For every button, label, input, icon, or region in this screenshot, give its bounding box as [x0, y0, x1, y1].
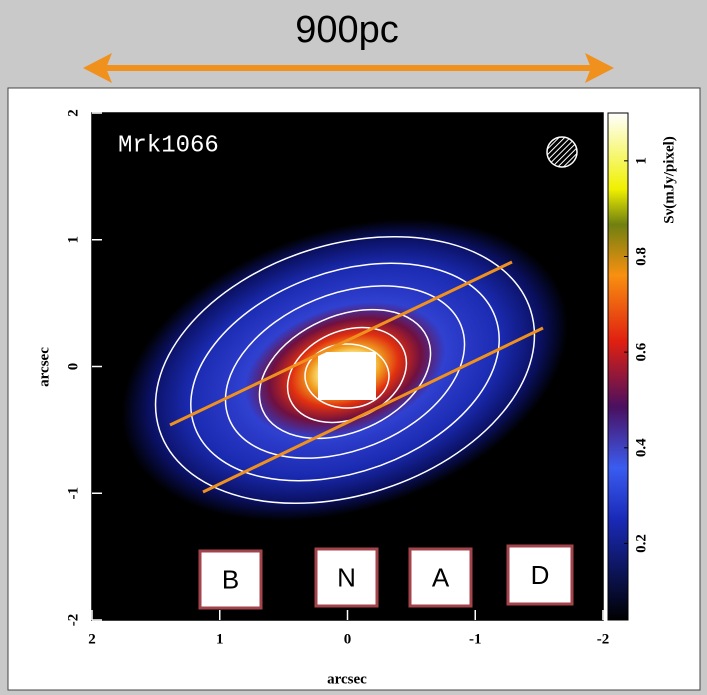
region-label: A: [432, 562, 450, 592]
x-tick-label: 2: [88, 631, 96, 647]
region-box: [198, 549, 263, 610]
scale-arrow: [83, 53, 614, 83]
contour: [200, 253, 490, 491]
region-label: B: [222, 564, 239, 594]
colorbar-label: Sν(mJy/pixel): [661, 136, 677, 224]
beam: [546, 136, 578, 168]
x-tick-label: -1: [469, 631, 482, 647]
galaxy: [83, 166, 607, 574]
x-tick-label: 0: [344, 631, 352, 647]
contour: [160, 223, 529, 520]
y-tick-label: 2: [65, 109, 81, 117]
y-tick-label: -2: [65, 614, 81, 627]
colorbar: [607, 112, 629, 621]
object-name: Mrk1066: [118, 132, 219, 159]
region-box: [314, 547, 379, 608]
region-label: D: [531, 560, 550, 590]
scale-label: 900pc: [295, 9, 399, 51]
contour: [239, 284, 451, 463]
slit-line: [169, 260, 513, 427]
contour: [305, 344, 389, 408]
x-axis-label: arcsec: [327, 671, 367, 687]
region-box: [506, 544, 574, 606]
colorbar-tick-label: 0.2: [633, 534, 649, 553]
colorbar-tick-label: 0.4: [633, 438, 649, 457]
colorbar-tick-label: 1: [633, 157, 649, 165]
y-axis-label: arcsec: [36, 347, 52, 387]
contour: [121, 191, 569, 549]
y-tick-label: -1: [65, 487, 81, 500]
arrow-head: [83, 53, 112, 83]
x-tick-label: 1: [216, 631, 224, 647]
region-box: [408, 547, 473, 608]
arrow-head: [585, 53, 614, 83]
nucleus: [318, 352, 376, 400]
y-tick-label: 1: [65, 236, 81, 244]
region-label: N: [337, 562, 356, 592]
slit-line: [202, 326, 544, 494]
colorbar-tick-label: 0.8: [633, 247, 649, 266]
y-tick-label: 0: [65, 363, 81, 371]
slit-lines: [169, 260, 544, 494]
colorbar-tick-label: 0.6: [633, 342, 649, 361]
x-tick-label: -2: [597, 631, 610, 647]
